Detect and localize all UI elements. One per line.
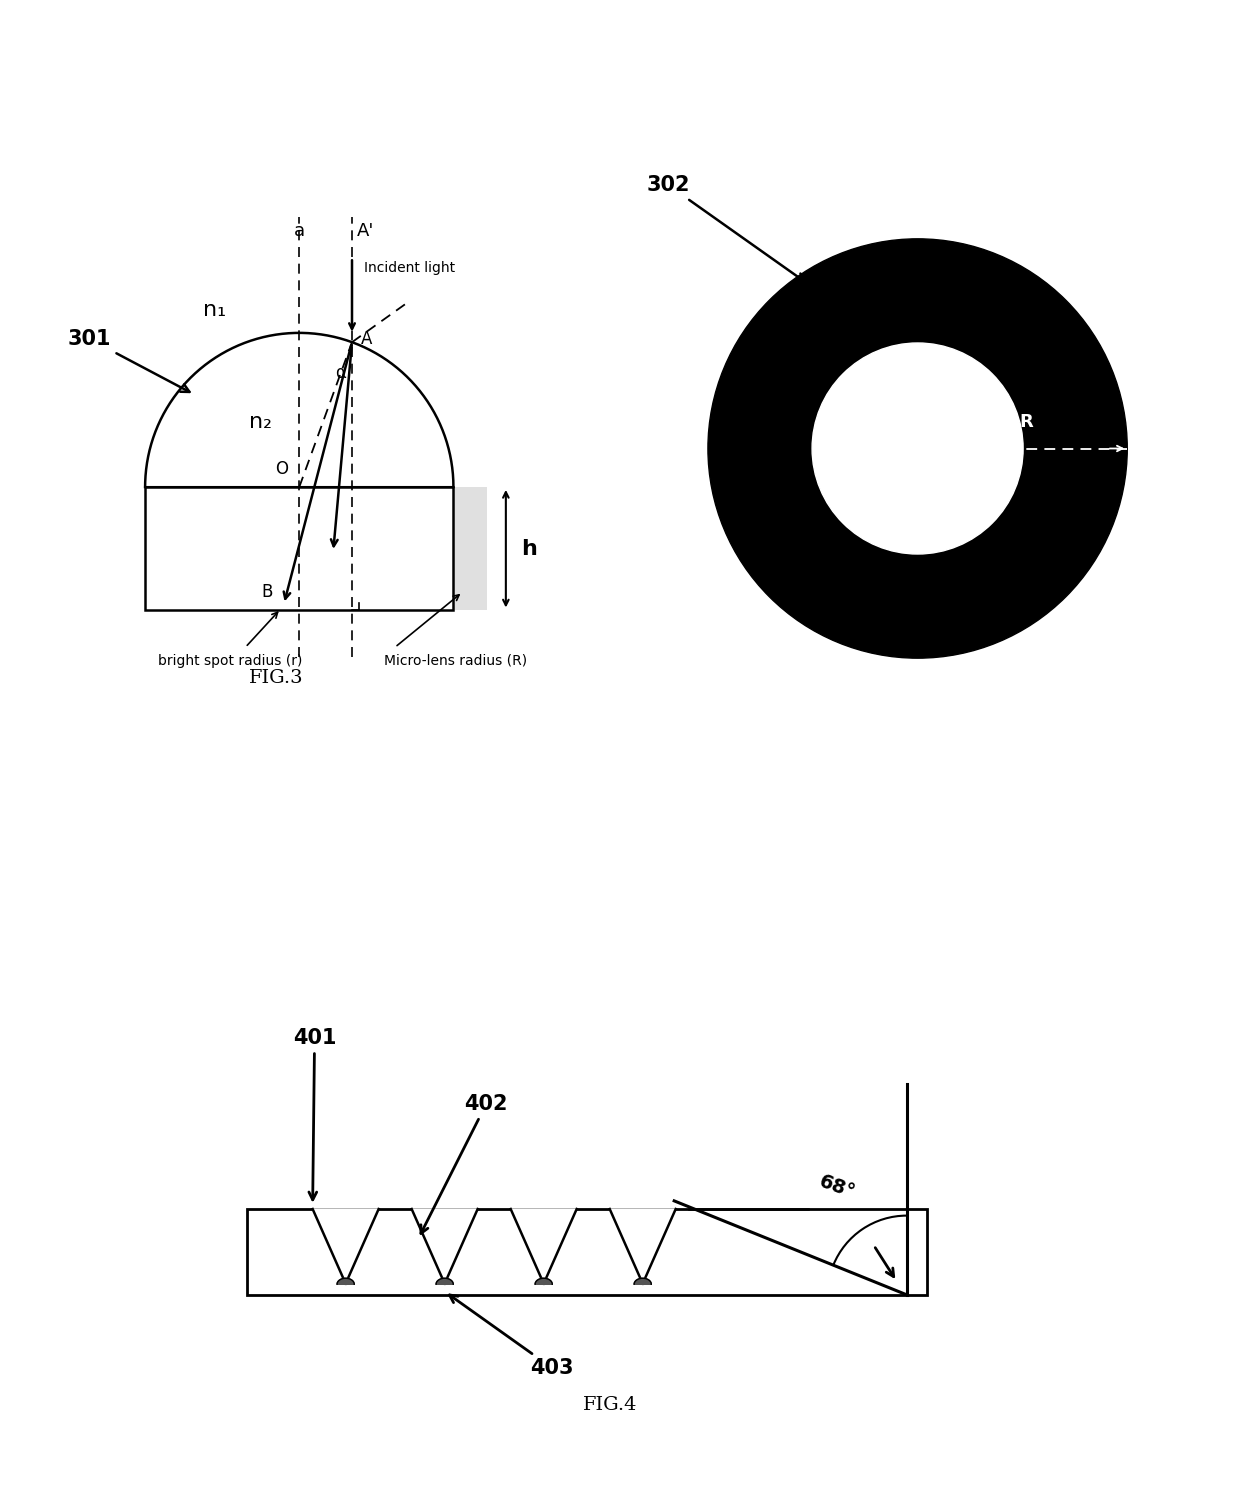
Bar — [247, 1209, 926, 1295]
Polygon shape — [610, 1209, 676, 1284]
Text: 401: 401 — [293, 1029, 336, 1200]
Text: n₂: n₂ — [249, 413, 273, 432]
Text: 68°: 68° — [817, 1172, 858, 1202]
Polygon shape — [436, 1278, 454, 1284]
Text: a: a — [294, 221, 305, 239]
Text: Incident light: Incident light — [365, 262, 455, 275]
Text: FIG.4: FIG.4 — [583, 1396, 637, 1414]
Text: R: R — [1019, 413, 1033, 431]
Bar — [145, 487, 454, 610]
Text: 403: 403 — [449, 1295, 574, 1378]
Text: B: B — [262, 583, 273, 601]
Text: 402: 402 — [420, 1094, 508, 1233]
Text: A': A' — [357, 221, 374, 239]
Text: n₁: n₁ — [203, 300, 226, 320]
Circle shape — [812, 342, 1023, 555]
Polygon shape — [145, 333, 454, 487]
Bar — [454, 487, 487, 610]
Text: Micro-lens radius (R): Micro-lens radius (R) — [384, 653, 527, 668]
Text: α: α — [335, 363, 346, 381]
Text: 301: 301 — [68, 329, 190, 392]
Text: h: h — [521, 538, 537, 559]
Text: FIG.3: FIG.3 — [249, 670, 304, 688]
Text: bright spot radius (r): bright spot radius (r) — [157, 653, 303, 668]
Circle shape — [708, 239, 1127, 658]
Polygon shape — [511, 1209, 577, 1284]
Polygon shape — [337, 1278, 355, 1284]
Text: A: A — [361, 330, 373, 348]
Text: r: r — [954, 496, 962, 514]
Text: 302: 302 — [647, 175, 805, 281]
Polygon shape — [312, 1209, 378, 1284]
Polygon shape — [536, 1278, 552, 1284]
Text: O: O — [275, 460, 289, 478]
Polygon shape — [412, 1209, 477, 1284]
Polygon shape — [634, 1278, 651, 1284]
